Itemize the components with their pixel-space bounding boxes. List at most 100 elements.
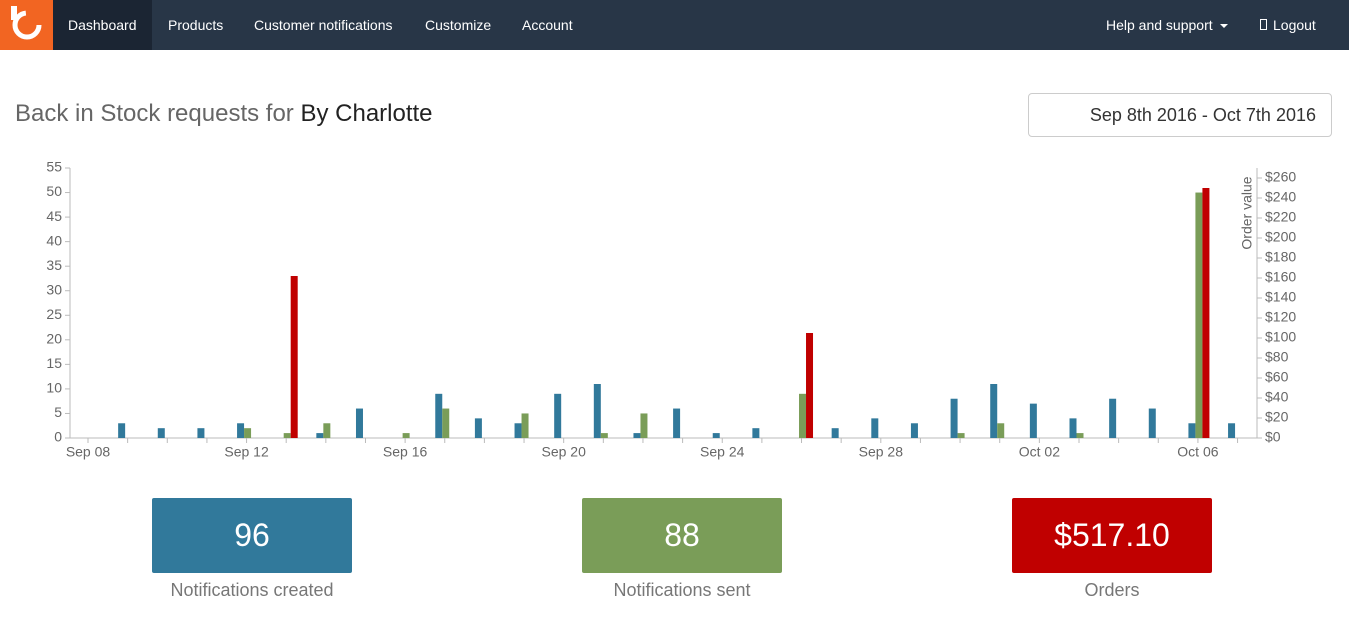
- y2-tick-label: $260: [1265, 169, 1296, 185]
- date-range-picker[interactable]: Sep 8th 2016 - Oct 7th 2016: [1028, 93, 1332, 137]
- bar: [600, 433, 608, 438]
- nav-item[interactable]: Customize: [425, 17, 492, 33]
- x-tick-label: Sep 28: [859, 444, 904, 460]
- bar: [442, 408, 450, 438]
- y2-tick-label: $200: [1265, 229, 1296, 245]
- y-tick-label: 0: [54, 429, 62, 445]
- y-tick-label: 50: [46, 183, 62, 199]
- bar: [950, 398, 958, 438]
- bar: [712, 433, 720, 438]
- bar: [633, 433, 641, 438]
- bar: [1188, 423, 1196, 438]
- bar: [1109, 398, 1117, 438]
- y-tick-label: 20: [46, 331, 62, 347]
- bar: [1228, 423, 1236, 438]
- logo-icon: [11, 6, 42, 40]
- bar: [990, 384, 998, 438]
- bar: [806, 333, 814, 438]
- bar: [831, 428, 839, 438]
- x-tick-label: Sep 16: [383, 444, 428, 460]
- x-tick-label: Sep 20: [541, 444, 586, 460]
- y-tick-label: 35: [46, 257, 62, 273]
- bar: [554, 393, 562, 438]
- stat-label: Notifications created: [170, 580, 334, 600]
- x-tick-label: Sep 08: [66, 444, 111, 460]
- y2-tick-label: $120: [1265, 309, 1296, 325]
- bar: [283, 433, 291, 438]
- bar: [910, 423, 918, 438]
- x-tick-label: Oct 02: [1019, 444, 1060, 460]
- bar: [521, 413, 529, 438]
- logo[interactable]: [0, 0, 53, 50]
- x-tick-label: Oct 06: [1177, 444, 1218, 460]
- stat-value: 88: [582, 498, 782, 573]
- y2-tick-label: $60: [1265, 369, 1289, 385]
- help-text: Help and support: [1106, 17, 1213, 33]
- y2-tick-label: $40: [1265, 389, 1289, 405]
- page-title: Back in Stock requests for By Charlotte: [15, 100, 433, 128]
- logout-text: Logout: [1273, 17, 1316, 33]
- chart: 0 5 10 15 20 25 30 35 40 45 50 55 $0 $20 $40 $60 $80 $100…: [46, 159, 1296, 460]
- title-text: Back in Stock requests for: [15, 100, 294, 127]
- bar: [593, 384, 601, 438]
- nav-item[interactable]: Customer notifications: [254, 17, 393, 33]
- y2-tick-label: $20: [1265, 409, 1289, 425]
- bar: [640, 413, 648, 438]
- shop-name: By Charlotte: [300, 100, 433, 127]
- logout[interactable]: Logout: [1245, 0, 1331, 50]
- y-tick-label: 55: [46, 159, 62, 175]
- bar: [752, 428, 760, 438]
- y-tick-label: 45: [46, 208, 62, 224]
- y-tick-label: 25: [46, 306, 62, 322]
- bar: [957, 433, 965, 438]
- bar: [514, 423, 522, 438]
- stat-value: 96: [152, 498, 352, 573]
- nav-item[interactable]: Account: [522, 17, 573, 33]
- y-tick-label: 5: [54, 404, 62, 420]
- bar: [323, 423, 331, 438]
- y2-tick-label: $240: [1265, 189, 1296, 205]
- bar: [157, 428, 165, 438]
- y2-tick-label: $100: [1265, 329, 1296, 345]
- bar: [355, 408, 363, 438]
- bar: [237, 423, 245, 438]
- x-tick-label: Sep 24: [700, 444, 745, 460]
- y-tick-label: 40: [46, 232, 62, 248]
- y-tick-label: 30: [46, 281, 62, 297]
- nav-item[interactable]: Dashboard: [53, 0, 152, 50]
- caret: [1219, 24, 1228, 29]
- bar: [1069, 418, 1077, 438]
- y-tick-label: 10: [46, 380, 62, 396]
- y2-axis-label: Order value: [1239, 176, 1255, 249]
- stat-label: Notifications sent: [613, 580, 751, 600]
- y-tick-label: 15: [46, 355, 62, 371]
- bar: [474, 418, 482, 438]
- bar: [997, 423, 1005, 438]
- y2-tick-label: $0: [1265, 429, 1281, 445]
- y2-tick-label: $160: [1265, 269, 1296, 285]
- bar: [197, 428, 205, 438]
- bar: [1076, 433, 1084, 438]
- bar: [316, 433, 324, 438]
- stat-value: $517.10: [1012, 498, 1212, 573]
- y2-tick-label: $140: [1265, 289, 1296, 305]
- bar: [1195, 192, 1203, 438]
- stat-label: Orders: [1084, 580, 1140, 600]
- bar: [1148, 408, 1156, 438]
- bar: [1202, 188, 1210, 438]
- nav-item[interactable]: Products: [168, 17, 224, 33]
- y2-tick-label: $220: [1265, 209, 1296, 225]
- bar: [402, 433, 410, 438]
- help-menu[interactable]: Help and support: [1091, 0, 1243, 50]
- bar: [435, 393, 443, 438]
- bar: [244, 428, 252, 438]
- y2-tick-label: $80: [1265, 349, 1289, 365]
- bar: [118, 423, 126, 438]
- bar: [1029, 403, 1037, 438]
- bar: [799, 393, 807, 438]
- x-tick-label: Sep 12: [224, 444, 269, 460]
- logout-icon: [1260, 19, 1267, 30]
- navbar: Dashboard Products Customer notification…: [0, 0, 1349, 50]
- bar: [290, 276, 298, 438]
